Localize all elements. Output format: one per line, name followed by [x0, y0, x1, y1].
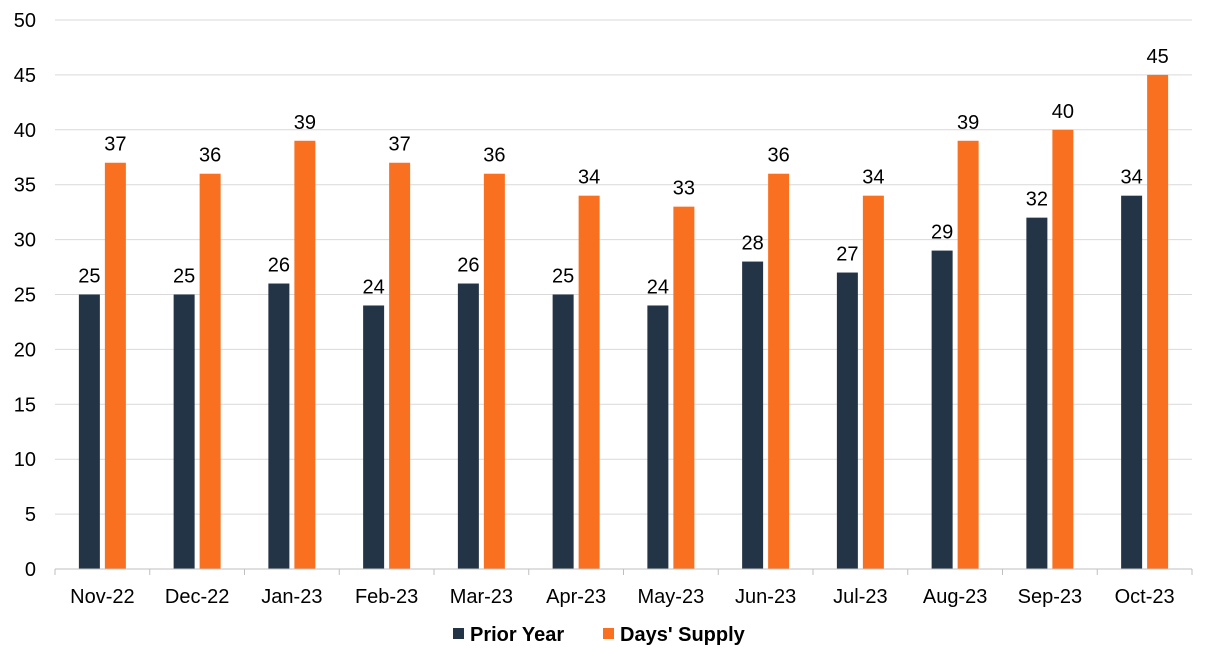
bar-prior-year-apr-23	[552, 294, 574, 569]
bar-days-supply-jul-23	[862, 195, 884, 569]
data-label-days-supply: 34	[862, 167, 884, 189]
bar-prior-year-oct-23	[1121, 195, 1143, 569]
gridlines	[55, 19, 1192, 515]
bar-days-supply-jun-23	[768, 173, 790, 569]
bar-days-supply-feb-23	[389, 162, 411, 570]
x-tick-label: Aug-23	[923, 586, 988, 608]
bar-days-supply-dec-22	[199, 173, 221, 569]
data-label-prior-year: 29	[931, 222, 953, 244]
data-label-days-supply: 39	[294, 112, 316, 134]
y-tick-label: 0	[25, 559, 36, 581]
data-label-days-supply: 36	[199, 145, 221, 167]
x-tick-label: Mar-23	[450, 586, 513, 608]
legend-label-days-supply: Days' Supply	[620, 624, 746, 646]
x-tick-label: Dec-22	[165, 586, 229, 608]
x-tick-label: Jun-23	[735, 586, 796, 608]
data-label-days-supply: 37	[389, 134, 411, 156]
y-axis-tick-labels: 0 5 10 15 20 25 30 35 40 45 50	[14, 10, 36, 581]
x-tick-label: Feb-23	[355, 586, 418, 608]
data-label-days-supply: 45	[1147, 46, 1169, 68]
y-tick-label: 5	[25, 504, 36, 526]
bars	[78, 74, 1169, 570]
bar-prior-year-aug-23	[931, 250, 953, 569]
x-tick-label: Apr-23	[546, 586, 606, 608]
y-tick-label: 35	[14, 175, 36, 197]
data-labels: 25 37 25 36 26 39 24 37 26 36 25 34 24 33 28 36 27 34 29 39…	[78, 46, 1169, 299]
bar-prior-year-feb-23	[363, 305, 385, 569]
y-tick-label: 50	[14, 10, 36, 32]
y-tick-label: 20	[14, 339, 36, 361]
y-tick-label: 40	[14, 120, 36, 142]
legend-swatch-prior-year	[453, 628, 464, 639]
legend-label-prior-year: Prior Year	[470, 624, 564, 646]
data-label-prior-year: 24	[363, 276, 385, 298]
bar-days-supply-jan-23	[294, 140, 316, 569]
data-label-days-supply: 36	[768, 145, 790, 167]
data-label-prior-year: 25	[552, 266, 574, 288]
y-tick-label: 45	[14, 65, 36, 87]
bar-days-supply-oct-23	[1147, 74, 1169, 570]
y-tick-label: 30	[14, 230, 36, 252]
data-label-prior-year: 26	[457, 255, 479, 277]
x-tick-label: Oct-23	[1115, 586, 1175, 608]
bar-prior-year-nov-22	[78, 294, 100, 569]
data-label-prior-year: 26	[268, 255, 290, 277]
bar-prior-year-jan-23	[268, 283, 290, 569]
x-axis	[54, 568, 1193, 575]
data-label-days-supply: 34	[578, 167, 600, 189]
data-label-prior-year: 34	[1121, 167, 1143, 189]
data-label-days-supply: 39	[957, 112, 979, 134]
data-label-days-supply: 36	[483, 145, 505, 167]
bar-prior-year-may-23	[647, 305, 669, 569]
legend: Prior Year Days' Supply	[453, 624, 746, 646]
data-label-days-supply: 37	[104, 134, 126, 156]
x-axis-tick-labels: Nov-22 Dec-22 Jan-23 Feb-23 Mar-23 Apr-23 May-…	[70, 586, 1175, 608]
y-tick-label: 25	[14, 285, 36, 307]
y-tick-label: 10	[14, 449, 36, 471]
data-label-prior-year: 28	[742, 233, 764, 255]
y-tick-label: 15	[14, 394, 36, 416]
bar-days-supply-sep-23	[1052, 129, 1074, 570]
bar-prior-year-jul-23	[836, 272, 858, 569]
bar-days-supply-nov-22	[104, 162, 126, 570]
x-tick-label: Sep-23	[1018, 586, 1083, 608]
data-label-days-supply: 33	[673, 178, 695, 200]
data-label-prior-year: 25	[173, 266, 195, 288]
x-tick-label: Nov-22	[70, 586, 134, 608]
data-label-prior-year: 24	[647, 276, 669, 298]
bar-prior-year-sep-23	[1026, 217, 1048, 569]
bar-prior-year-mar-23	[457, 283, 479, 569]
bar-days-supply-aug-23	[957, 140, 979, 569]
data-label-prior-year: 25	[78, 266, 100, 288]
bar-days-supply-may-23	[673, 206, 695, 569]
data-label-days-supply: 40	[1052, 101, 1074, 123]
data-label-prior-year: 27	[836, 244, 858, 266]
bar-prior-year-jun-23	[742, 261, 764, 569]
x-tick-label: Jul-23	[833, 586, 887, 608]
bar-prior-year-dec-22	[173, 294, 195, 569]
data-label-prior-year: 32	[1026, 189, 1048, 211]
x-tick-label: May-23	[638, 586, 705, 608]
bar-days-supply-mar-23	[483, 173, 505, 569]
bar-days-supply-apr-23	[578, 195, 600, 569]
x-tick-label: Jan-23	[261, 586, 322, 608]
legend-swatch-days-supply	[603, 628, 614, 639]
